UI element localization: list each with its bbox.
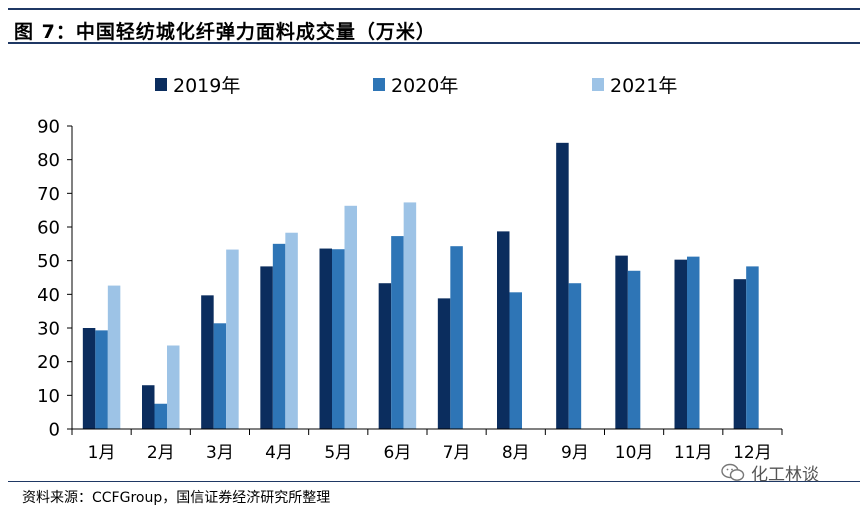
- figure-title: 图 7：中国轻纺城化纤弹力面料成交量（万米）: [14, 21, 436, 43]
- x-tick-label-5: 5月: [324, 443, 352, 463]
- bar-2019-10: [615, 255, 628, 429]
- x-tick-label-1: 1月: [88, 443, 116, 463]
- bar-2021-4: [285, 232, 298, 429]
- bar-2019-3: [201, 295, 214, 429]
- legend-swatch-2020: [373, 77, 385, 91]
- y-tick-label-70: 70: [37, 184, 60, 205]
- y-tick-label-60: 60: [37, 218, 60, 239]
- bar-2020-4: [272, 243, 286, 429]
- bar-2021-6: [403, 202, 417, 429]
- bar-2020-6: [391, 236, 404, 429]
- x-tick-label-3: 3月: [206, 443, 234, 463]
- x-tick-label-6: 6月: [384, 443, 412, 463]
- bar-2021-3: [226, 249, 239, 429]
- bar-2019-9: [556, 142, 569, 429]
- legend-item-2021: 2021年: [592, 73, 678, 97]
- bar-2020-12: [746, 266, 759, 429]
- y-tick-label-50: 50: [37, 251, 60, 272]
- bar-2020-8: [509, 292, 522, 429]
- x-tick-label-7: 7月: [443, 443, 471, 463]
- legend-swatch-2021: [592, 77, 604, 91]
- y-tick-label-40: 40: [37, 285, 60, 306]
- legend-item-2019: 2019年: [155, 73, 241, 97]
- y-tick-label-10: 10: [37, 386, 60, 407]
- bar-2019-6: [378, 283, 392, 429]
- y-tick-label-90: 90: [37, 117, 60, 138]
- bar-2020-7: [450, 246, 463, 429]
- bar-2020-9: [568, 283, 582, 429]
- bar-2019-2: [142, 385, 155, 429]
- watermark: 化工林谈: [721, 460, 819, 485]
- bar-2019-12: [733, 279, 747, 429]
- bar-2020-1: [95, 330, 108, 429]
- bar-2020-2: [154, 403, 167, 429]
- bar-2019-5: [319, 248, 332, 429]
- bar-2020-5: [332, 249, 345, 429]
- x-tick-label-11: 11月: [674, 443, 713, 463]
- y-tick-label-0: 0: [49, 420, 60, 441]
- x-tick-label-10: 10月: [615, 443, 654, 463]
- bar-2019-11: [674, 259, 687, 429]
- legend-swatch-2019: [155, 77, 167, 91]
- bar-2020-10: [627, 270, 641, 429]
- bar-2021-5: [344, 205, 357, 429]
- x-tick-label-2: 2月: [147, 443, 175, 463]
- bar-2019-8: [497, 231, 510, 429]
- y-tick-label-20: 20: [37, 352, 60, 373]
- wechat-icon: [721, 463, 745, 481]
- x-tick-label-8: 8月: [502, 443, 530, 463]
- bar-2019-1: [82, 328, 96, 429]
- legend-label-2019: 2019年: [173, 74, 241, 97]
- title-bar: [8, 8, 860, 44]
- bar-2019-4: [260, 266, 273, 429]
- y-tick-label-30: 30: [37, 319, 60, 340]
- legend-item-2020: 2020年: [373, 73, 459, 97]
- y-tick-label-80: 80: [37, 150, 60, 171]
- bar-2020-11: [687, 256, 700, 429]
- bar-2019-7: [437, 298, 451, 429]
- x-tick-label-12: 12月: [733, 443, 772, 463]
- bottom-rule: [8, 481, 860, 482]
- x-tick-label-9: 9月: [561, 443, 589, 463]
- source-note: 资料来源：CCFGroup，国信证券经济研究所整理: [22, 490, 331, 506]
- bar-2021-1: [107, 285, 121, 429]
- legend-label-2021: 2021年: [610, 74, 678, 97]
- legend-label-2020: 2020年: [391, 74, 459, 97]
- bar-2020-3: [213, 323, 227, 429]
- x-tick-label-4: 4月: [265, 443, 293, 463]
- watermark-text: 化工林谈: [751, 465, 819, 485]
- bar-2021-2: [167, 345, 180, 429]
